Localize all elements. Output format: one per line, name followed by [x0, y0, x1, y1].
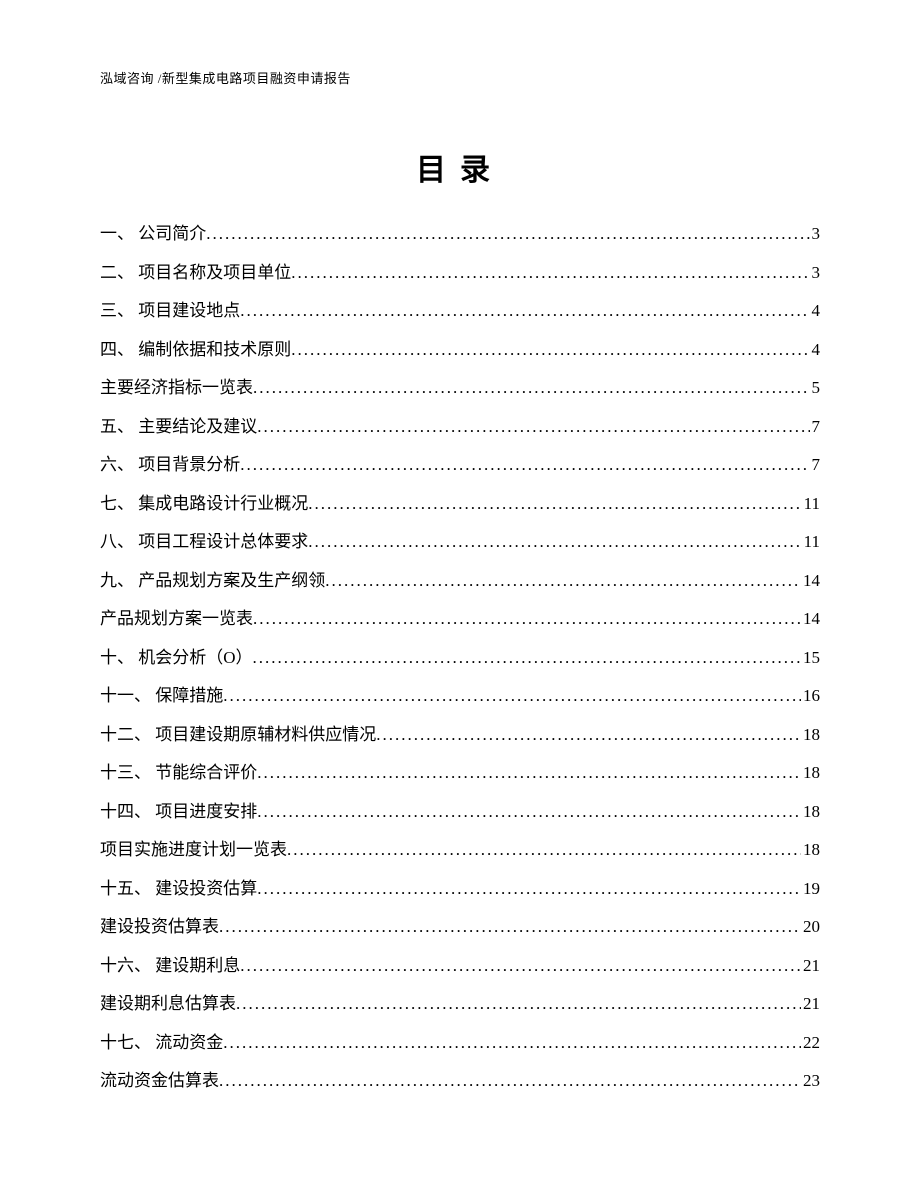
toc-leader-dots: [308, 495, 801, 512]
toc-entry-label: 建设期利息估算表: [100, 995, 236, 1012]
toc-leader-dots: [240, 957, 801, 974]
toc-entry-label: 一、 公司简介: [100, 225, 206, 242]
toc-leader-dots: [287, 841, 801, 858]
toc-leader-dots: [223, 687, 801, 704]
toc-entry-label: 八、 项目工程设计总体要求: [100, 533, 308, 550]
toc-leader-dots: [291, 264, 809, 281]
toc-entry-page: 23: [801, 1072, 820, 1089]
toc-entry-page: 22: [801, 1034, 820, 1051]
toc-entry-page: 20: [801, 918, 820, 935]
toc-entry-label: 建设投资估算表: [100, 918, 219, 935]
toc-entry: 主要经济指标一览表 5: [100, 379, 820, 396]
toc-entry: 建设投资估算表 20: [100, 918, 820, 935]
toc-entry: 流动资金估算表 23: [100, 1072, 820, 1089]
toc-leader-dots: [206, 225, 809, 242]
toc-leader-dots: [376, 726, 801, 743]
toc-entry: 十三、 节能综合评价 18: [100, 764, 820, 781]
toc-entry-page: 4: [810, 302, 821, 319]
toc-entry-label: 五、 主要结论及建议: [100, 418, 257, 435]
toc-entry-label: 十二、 项目建设期原辅材料供应情况: [100, 726, 376, 743]
toc-entry: 二、 项目名称及项目单位 3: [100, 264, 820, 281]
toc-entry-page: 16: [801, 687, 820, 704]
toc-leader-dots: [253, 649, 801, 666]
toc-entry: 十一、 保障措施 16: [100, 687, 820, 704]
toc-leader-dots: [219, 1072, 801, 1089]
toc-entry-label: 项目实施进度计划一览表: [100, 841, 287, 858]
toc-entry-label: 九、 产品规划方案及生产纲领: [100, 572, 325, 589]
toc-entry-page: 21: [801, 995, 820, 1012]
toc-entry-page: 11: [802, 495, 820, 512]
toc-leader-dots: [325, 572, 801, 589]
toc-title: 目录: [100, 145, 820, 189]
toc-leader-dots: [257, 764, 801, 781]
document-page: 泓域咨询 /新型集成电路项目融资申请报告 目录 一、 公司简介3二、 项目名称及…: [0, 0, 920, 1191]
toc-entry-page: 18: [801, 803, 820, 820]
toc-entry-page: 18: [801, 841, 820, 858]
toc-entry-label: 二、 项目名称及项目单位: [100, 264, 291, 281]
toc-leader-dots: [253, 379, 810, 396]
toc-entry: 项目实施进度计划一览表 18: [100, 841, 820, 858]
toc-entry: 十、 机会分析（O） 15: [100, 649, 820, 666]
toc-entry-page: 7: [810, 418, 821, 435]
toc-entry: 十六、 建设期利息 21: [100, 957, 820, 974]
toc-entry-label: 十三、 节能综合评价: [100, 764, 257, 781]
toc-entry-page: 11: [802, 533, 820, 550]
toc-leader-dots: [308, 533, 801, 550]
toc-entry: 四、 编制依据和技术原则 4: [100, 341, 820, 358]
toc-entry: 十七、 流动资金 22: [100, 1034, 820, 1051]
toc-entry-label: 三、 项目建设地点: [100, 302, 240, 319]
toc-entry-label: 十七、 流动资金: [100, 1034, 223, 1051]
toc-entry: 十四、 项目进度安排 18: [100, 803, 820, 820]
toc-entry: 三、 项目建设地点 4: [100, 302, 820, 319]
toc-entry-label: 十一、 保障措施: [100, 687, 223, 704]
toc-entry-label: 十五、 建设投资估算: [100, 880, 257, 897]
toc-entry: 十五、 建设投资估算 19: [100, 880, 820, 897]
toc-entry-page: 14: [801, 572, 820, 589]
toc-entry-page: 18: [801, 726, 820, 743]
toc-entry-label: 七、 集成电路设计行业概况: [100, 495, 308, 512]
toc-entry-page: 19: [801, 880, 820, 897]
toc-entry-page: 4: [810, 341, 821, 358]
toc-entry-page: 21: [801, 957, 820, 974]
toc-leader-dots: [257, 418, 809, 435]
toc-entry-page: 5: [810, 379, 821, 396]
toc-leader-dots: [240, 302, 809, 319]
page-header: 泓域咨询 /新型集成电路项目融资申请报告: [100, 68, 820, 87]
toc-leader-dots: [223, 1034, 801, 1051]
toc-entry: 七、 集成电路设计行业概况 11: [100, 495, 820, 512]
toc-entry-page: 7: [810, 456, 821, 473]
toc-entry-page: 14: [801, 610, 820, 627]
toc-leader-dots: [240, 456, 809, 473]
toc-entry: 建设期利息估算表 21: [100, 995, 820, 1012]
toc-entry-label: 产品规划方案一览表: [100, 610, 253, 627]
toc-leader-dots: [257, 880, 801, 897]
toc-entry-label: 十六、 建设期利息: [100, 957, 240, 974]
toc-entry: 九、 产品规划方案及生产纲领 14: [100, 572, 820, 589]
toc-entry-page: 3: [810, 264, 821, 281]
toc-entry-page: 15: [801, 649, 820, 666]
toc-leader-dots: [236, 995, 801, 1012]
toc-entry-page: 18: [801, 764, 820, 781]
toc-entry-label: 流动资金估算表: [100, 1072, 219, 1089]
toc-entry-label: 四、 编制依据和技术原则: [100, 341, 291, 358]
toc-entry: 十二、 项目建设期原辅材料供应情况 18: [100, 726, 820, 743]
toc-leader-dots: [219, 918, 801, 935]
toc-entry-label: 十、 机会分析（O）: [100, 649, 253, 666]
toc-entry: 六、 项目背景分析 7: [100, 456, 820, 473]
toc-entry-label: 六、 项目背景分析: [100, 456, 240, 473]
toc-entry: 八、 项目工程设计总体要求 11: [100, 533, 820, 550]
toc-entry: 五、 主要结论及建议 7: [100, 418, 820, 435]
toc-list: 一、 公司简介3二、 项目名称及项目单位3三、 项目建设地点4四、 编制依据和技…: [100, 225, 820, 1089]
toc-leader-dots: [253, 610, 801, 627]
toc-leader-dots: [291, 341, 809, 358]
toc-entry: 产品规划方案一览表 14: [100, 610, 820, 627]
toc-entry: 一、 公司简介 3: [100, 225, 820, 242]
toc-entry-label: 十四、 项目进度安排: [100, 803, 257, 820]
toc-entry-page: 3: [810, 225, 821, 242]
toc-entry-label: 主要经济指标一览表: [100, 379, 253, 396]
toc-leader-dots: [257, 803, 801, 820]
